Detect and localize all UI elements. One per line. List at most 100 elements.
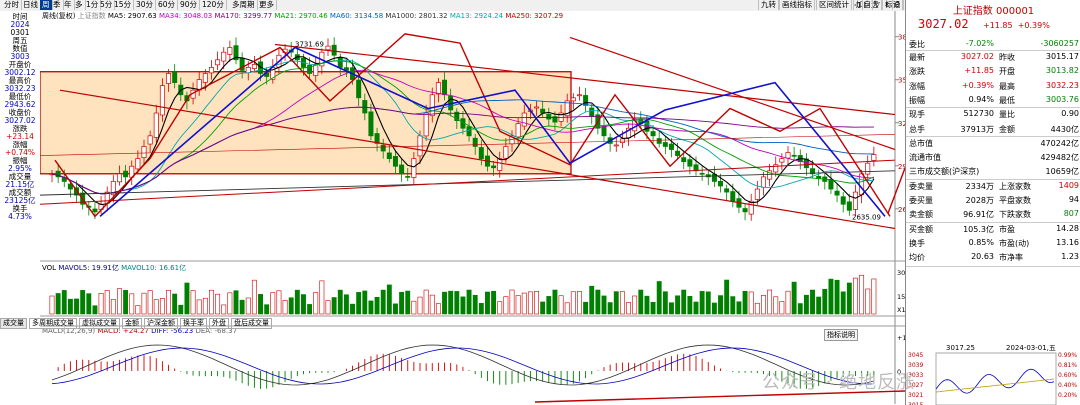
period-tab-1[interactable]: 日线 bbox=[21, 0, 41, 10]
volume-bar bbox=[853, 277, 858, 315]
toolbar-icon-3[interactable]: ⇧ bbox=[882, 0, 894, 10]
volume-bar bbox=[822, 288, 828, 315]
volume-bar bbox=[779, 301, 785, 315]
volume-bar bbox=[110, 299, 116, 315]
toolbar-icon-1[interactable]: ▷ bbox=[862, 0, 873, 10]
indicator-tab-4[interactable]: 沪深金额 bbox=[144, 318, 178, 329]
volume-bar bbox=[239, 299, 245, 315]
info-value-0: 2024 bbox=[10, 20, 30, 29]
intraday-mini-chart[interactable]: 3017.25 2024-03-01,五 3045 3039 3033 3027 3021 3… bbox=[906, 344, 1080, 405]
tool-button-2[interactable]: 区间统计 bbox=[816, 0, 852, 10]
chart-area[interactable]: 3802 3519 3236 2953 2670 3731.69 2635.09 306.49… bbox=[0, 11, 905, 404]
volume-bar bbox=[693, 301, 699, 315]
price-tick-label: 3236 bbox=[898, 120, 905, 128]
volume-bar bbox=[797, 303, 803, 315]
indicator-tab-0[interactable]: 成交量 bbox=[0, 318, 27, 329]
toolbar-icon-4[interactable]: ⚙ bbox=[892, 0, 904, 10]
indicator-tab-1[interactable]: 多周期成交量 bbox=[29, 318, 77, 329]
candle-body bbox=[374, 133, 380, 144]
volume-bar bbox=[448, 290, 454, 315]
candle-body bbox=[601, 125, 607, 137]
toolbar-icon-2[interactable]: ▽ bbox=[872, 0, 883, 10]
candle-body bbox=[687, 159, 693, 167]
candle-body bbox=[871, 154, 877, 161]
indicator-tab-5[interactable]: 换手率 bbox=[180, 318, 207, 329]
tool-button-1[interactable]: 画线指标 bbox=[779, 0, 815, 10]
mini-pct-tick: 0.60% bbox=[1058, 372, 1077, 379]
period-tab-8[interactable]: 15分 bbox=[112, 0, 135, 10]
volume-bar bbox=[405, 290, 411, 315]
info-label-12: 换手 bbox=[12, 204, 28, 213]
indicator-tab-2[interactable]: 虚拟成交量 bbox=[79, 318, 120, 329]
volume-bar bbox=[190, 290, 196, 315]
period-tab-2[interactable]: 周 bbox=[40, 0, 53, 10]
candle-body bbox=[251, 64, 257, 69]
quote-value: 94 bbox=[1068, 195, 1079, 204]
quote-value: -3060257 bbox=[1040, 39, 1079, 48]
candle-body bbox=[852, 191, 858, 210]
toolbar-icon-0[interactable]: ◁ bbox=[852, 0, 863, 10]
period-tab-4[interactable]: 年 bbox=[62, 0, 75, 10]
volume-bar bbox=[810, 289, 815, 315]
indicator-tab-3[interactable]: 金额 bbox=[122, 318, 142, 329]
divider bbox=[906, 265, 1080, 267]
volume-bar bbox=[80, 290, 86, 315]
period-tab-11[interactable]: 90分 bbox=[178, 0, 201, 10]
candle-body bbox=[810, 168, 816, 175]
quote-value: 3013.82 bbox=[1045, 66, 1079, 76]
tool-button-0[interactable]: 九转 bbox=[758, 0, 779, 10]
volume-bar bbox=[350, 303, 355, 315]
volume-bar bbox=[301, 294, 306, 315]
price-tick-label: 3802 bbox=[898, 34, 905, 42]
kline-chart[interactable]: 3802 3519 3236 2953 2670 3731.69 2635.09 306.49… bbox=[40, 11, 905, 404]
volume-bar bbox=[202, 297, 208, 315]
info-value-3: 3002.12 bbox=[4, 68, 36, 77]
period-tab-6[interactable]: 1分 bbox=[84, 0, 102, 10]
period-tab-7[interactable]: 5分 bbox=[98, 0, 116, 10]
volume-bar bbox=[307, 304, 313, 315]
period-tab-5[interactable]: 多 bbox=[73, 0, 86, 10]
period-tab-14[interactable]: 更多 bbox=[257, 0, 277, 10]
quote-value: -7.02% bbox=[965, 39, 994, 48]
indicator-help-button[interactable]: 指标说明 bbox=[824, 329, 858, 341]
candle-body bbox=[423, 112, 429, 137]
volume-bar bbox=[98, 293, 104, 315]
volume-bar bbox=[619, 291, 625, 315]
tool-button-3[interactable]: 加自选 bbox=[853, 0, 882, 10]
volume-bar bbox=[699, 291, 705, 315]
volume-bar bbox=[521, 292, 527, 315]
candle-body bbox=[429, 94, 435, 117]
quote-label: 委卖量 bbox=[909, 181, 933, 191]
period-tab-0[interactable]: 分时 bbox=[2, 0, 22, 10]
candle-body bbox=[840, 196, 846, 205]
indicator-tab-6[interactable]: 外盘 bbox=[209, 318, 229, 329]
period-tab-10[interactable]: 60分 bbox=[156, 0, 179, 10]
price-tick-label: 2953 bbox=[898, 163, 905, 171]
volume-tick-label: 155.09万 bbox=[897, 293, 905, 301]
candle-body bbox=[846, 201, 852, 211]
candle-body bbox=[681, 157, 687, 163]
divider bbox=[906, 107, 1080, 109]
volume-bar bbox=[460, 296, 466, 315]
quote-label: 平盘家数 bbox=[999, 196, 1031, 205]
macd-tick-label: +124.8 bbox=[897, 334, 905, 342]
period-tab-13[interactable]: 多周期 bbox=[230, 0, 258, 10]
volume-bar bbox=[178, 304, 184, 315]
volume-bar bbox=[129, 293, 135, 315]
volume-bar bbox=[393, 303, 398, 315]
candle-body bbox=[718, 180, 724, 187]
channel-line-lower bbox=[59, 89, 896, 230]
period-tab-12[interactable]: 120分 bbox=[200, 0, 227, 10]
candle-body bbox=[337, 57, 343, 68]
period-tab-3[interactable]: 季 bbox=[51, 0, 64, 10]
volume-bar bbox=[669, 302, 674, 315]
candle-body bbox=[589, 107, 595, 117]
period-tab-9[interactable]: 30分 bbox=[134, 0, 157, 10]
mini-price: 3017.25 bbox=[946, 344, 975, 352]
candle-body bbox=[411, 158, 417, 178]
quote-label: 涨幅 bbox=[909, 81, 925, 91]
volume-bar bbox=[736, 301, 742, 315]
volume-bar bbox=[435, 303, 441, 315]
quote-value: 13.16 bbox=[1056, 237, 1079, 247]
indicator-tab-7[interactable]: 盘后成交量 bbox=[231, 318, 272, 329]
